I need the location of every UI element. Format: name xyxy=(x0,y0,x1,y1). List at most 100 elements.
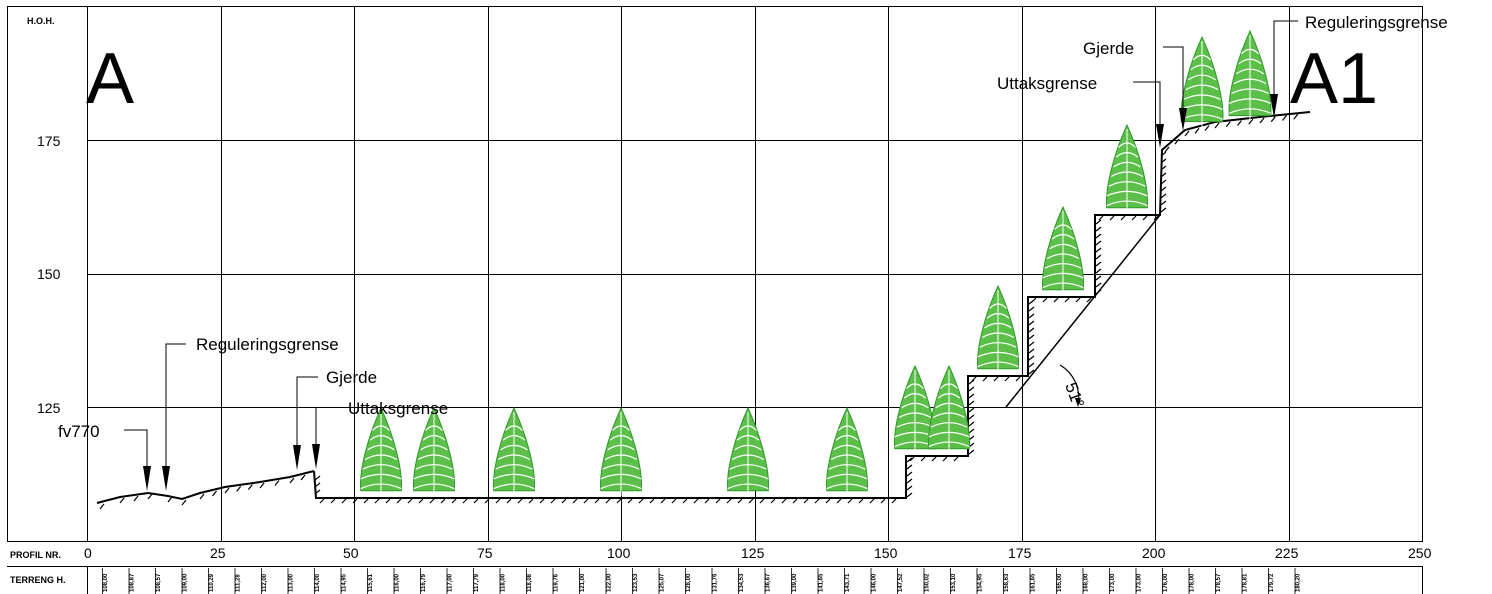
tree-icon xyxy=(1106,123,1148,213)
hatch-mark xyxy=(1109,215,1115,221)
hatch-mark xyxy=(909,456,915,462)
hatch-mark xyxy=(891,498,897,504)
terrain-height-value: 119,76 xyxy=(554,573,560,592)
hatch-mark xyxy=(528,498,534,504)
hatch-mark xyxy=(363,498,369,504)
hatch-mark xyxy=(1160,186,1167,192)
hatch-mark xyxy=(825,498,831,504)
hatch-mark xyxy=(931,456,937,462)
hatch-mark xyxy=(181,499,187,506)
hatch-mark xyxy=(1064,297,1070,303)
terreng-h-label: TERRENG H. xyxy=(10,575,66,585)
hatch-mark xyxy=(968,393,975,399)
hatch-mark xyxy=(1028,348,1035,354)
hatch-mark xyxy=(1153,215,1159,221)
hatch-mark xyxy=(1131,215,1137,221)
hatch-mark xyxy=(968,379,975,385)
hatch-mark xyxy=(506,498,512,504)
hatch-mark xyxy=(1095,275,1102,281)
hatch-mark xyxy=(1028,355,1035,361)
terrain-height-value: 154,95 xyxy=(978,573,984,592)
hatch-mark xyxy=(99,503,105,510)
hatch-mark xyxy=(649,498,655,504)
hatch-mark xyxy=(1160,193,1167,199)
x-tick: 225 xyxy=(1275,545,1299,561)
hatch-mark xyxy=(880,498,886,504)
x-tick: 200 xyxy=(1142,545,1166,561)
terrain-height-value: 139,00 xyxy=(792,573,798,592)
hatch-mark xyxy=(920,456,926,462)
hatch-mark xyxy=(1095,261,1102,267)
hatch-mark xyxy=(1095,240,1102,246)
terrain-height-value: 111,28 xyxy=(236,574,242,592)
y-tick-125: 125 xyxy=(37,400,61,416)
x-tick-labels: 0 25 50 75 100 125 150 175 200 225 250 xyxy=(84,545,1432,561)
terrain-height-value: 131,76 xyxy=(713,573,719,592)
hatch-mark xyxy=(1160,179,1167,185)
left-annotations: Reguleringsgrense fv770 Gjerde Uttaksgre… xyxy=(58,335,448,491)
right-gjerde-label: Gjerde xyxy=(1083,39,1134,58)
terrain-height-value: 118,00 xyxy=(501,573,507,592)
hatch-mark xyxy=(748,498,754,504)
y-tick-150: 150 xyxy=(37,266,61,282)
left-reg-arrow xyxy=(162,466,170,491)
hatch-mark xyxy=(133,495,139,502)
hatch-mark xyxy=(212,490,217,497)
fv770-leader xyxy=(124,429,148,466)
left-uttak-arrow xyxy=(312,444,320,469)
hatch-mark xyxy=(993,376,999,382)
hatch-mark xyxy=(682,498,688,504)
hatch-mark xyxy=(119,497,125,504)
hatch-mark xyxy=(1194,127,1200,134)
terrain-height-value: 108,87 xyxy=(130,573,136,592)
hatch-mark xyxy=(167,496,173,503)
right-uttaksgrense-label: Uttaksgrense xyxy=(997,74,1097,93)
right-gjerde-leader xyxy=(1163,46,1184,108)
hatch-mark xyxy=(942,456,948,462)
terrain-height-value: 118,08 xyxy=(527,573,533,592)
terrain-height-value: 134,53 xyxy=(739,573,745,592)
hatch-mark xyxy=(1028,320,1035,326)
hatch-mark xyxy=(1028,299,1035,305)
left-terrain-line xyxy=(96,470,315,504)
tree-icon xyxy=(600,406,642,496)
x-tick: 250 xyxy=(1408,545,1432,561)
right-reg-leader xyxy=(1273,20,1298,94)
hatch-mark xyxy=(1053,297,1059,303)
right-annotations: Reguleringsgrense Gjerde Uttaksgrense xyxy=(997,13,1448,148)
hatch-mark xyxy=(953,456,959,462)
terrain-height-value: 136,67 xyxy=(766,573,772,592)
marker-a1: A1 xyxy=(1290,39,1378,119)
hatch-mark xyxy=(462,498,468,504)
terrain-height-value: 121,00 xyxy=(580,573,586,592)
right-reguleringsgrense-label: Reguleringsgrense xyxy=(1305,13,1448,32)
hatch-mark xyxy=(1075,297,1081,303)
left-uttaksgrense-label: Uttaksgrense xyxy=(348,399,448,418)
terrain-height-value: 180,20 xyxy=(1296,573,1302,592)
terrain-height-value: 168,00 xyxy=(1084,573,1090,592)
angle-arrowhead xyxy=(1075,398,1081,407)
fv770-label: fv770 xyxy=(58,422,100,441)
terrain-height-value: 128,00 xyxy=(686,573,692,592)
hatch-mark xyxy=(858,498,864,504)
hatch-mark xyxy=(561,498,567,504)
hatch-mark xyxy=(704,498,710,504)
hatch-mark xyxy=(1174,138,1180,145)
hatch-mark xyxy=(906,478,913,484)
terrain-height-value: 108,57 xyxy=(156,573,162,592)
tree-icon xyxy=(493,406,535,496)
tree-icon xyxy=(826,406,868,496)
hatch-mark xyxy=(572,498,578,504)
hatch-mark xyxy=(1028,327,1035,333)
hatch-mark xyxy=(792,498,798,504)
hatch-mark xyxy=(341,498,347,504)
hatch-mark xyxy=(1214,122,1220,129)
terrain-height-value: 116,00 xyxy=(395,573,401,592)
hatch-mark xyxy=(1028,313,1035,319)
hatch-mark xyxy=(236,485,242,492)
hatch-mark xyxy=(836,498,842,504)
hatch-mark xyxy=(1098,215,1104,221)
hatch-mark xyxy=(1015,376,1021,382)
hatch-mark xyxy=(583,498,589,504)
hatch-mark xyxy=(781,498,787,504)
